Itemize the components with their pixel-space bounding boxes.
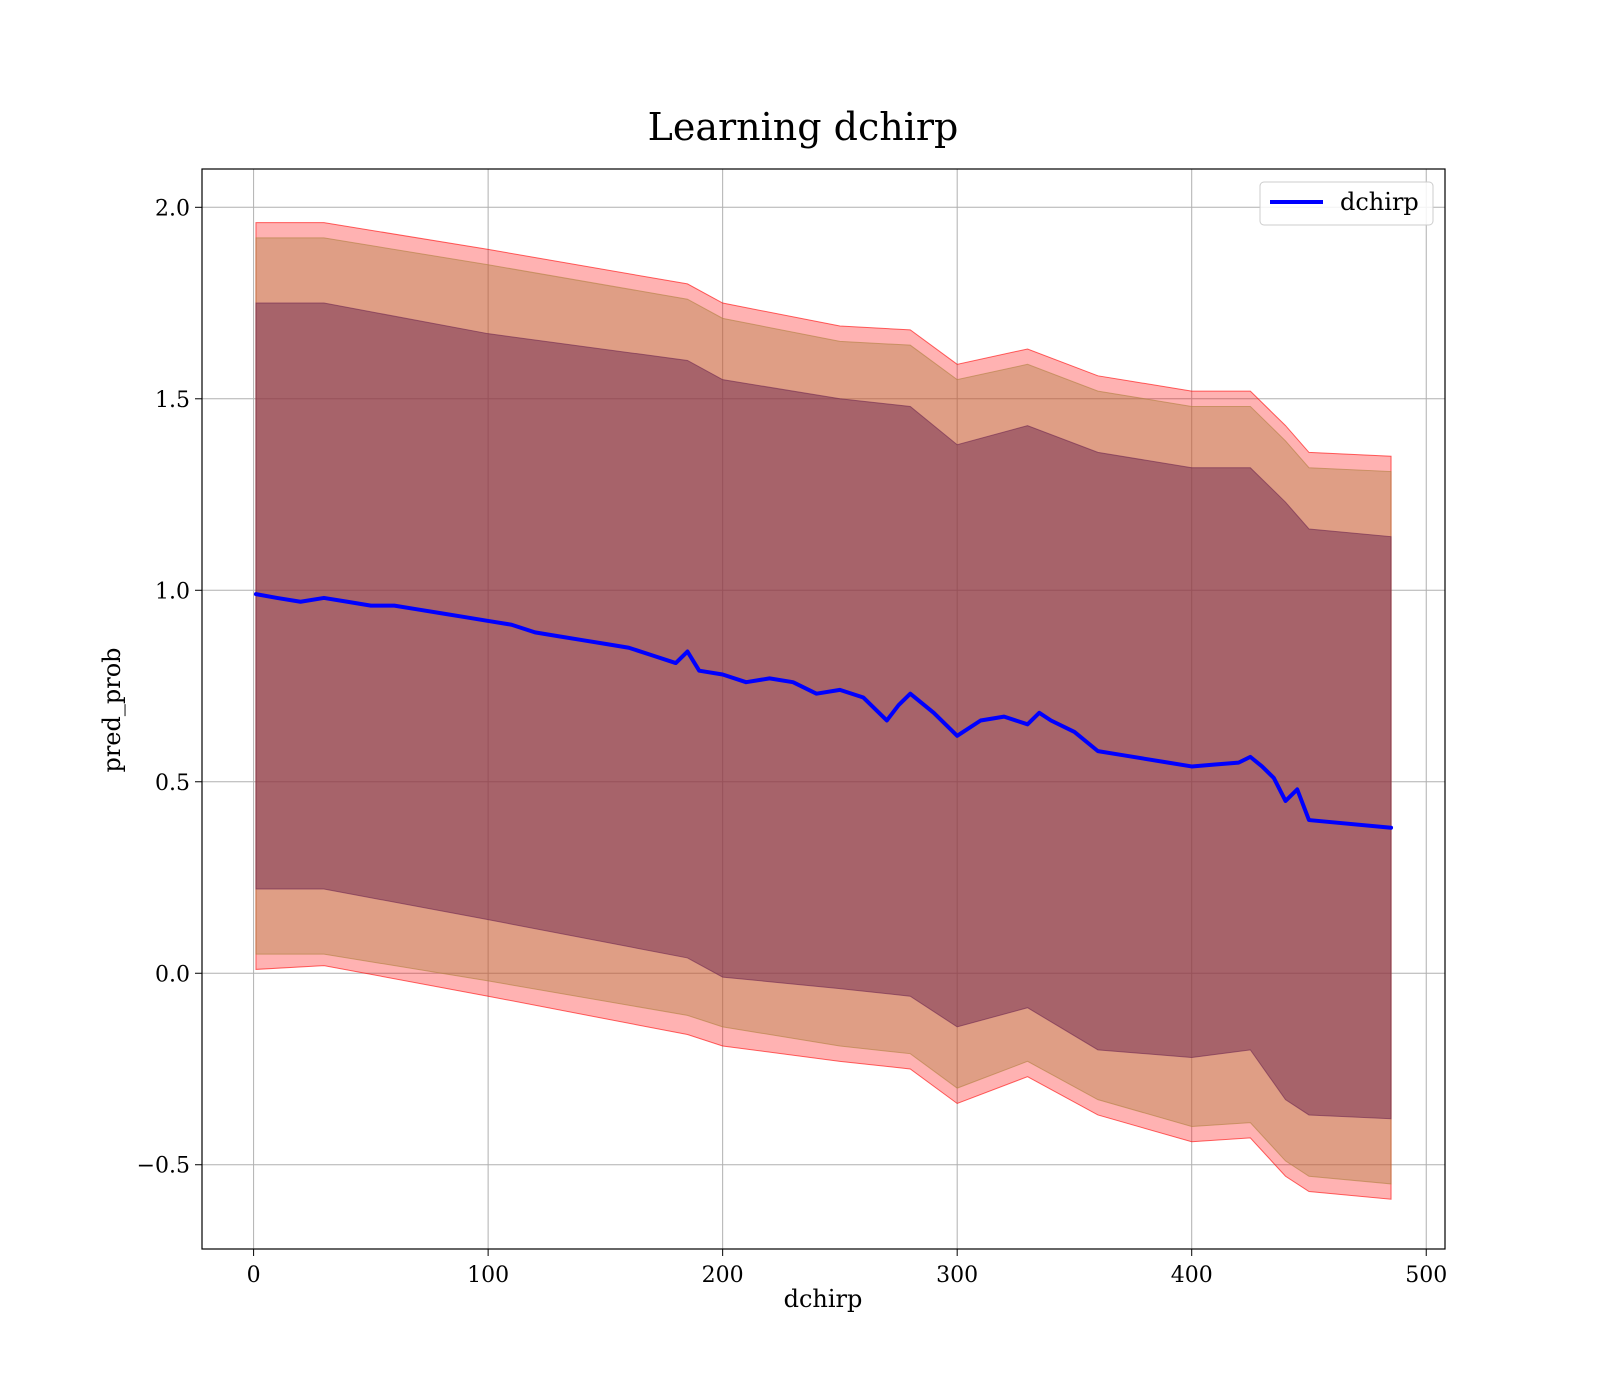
y-tick-label: 1.0: [155, 579, 190, 604]
x-tick-label: 500: [1405, 1263, 1447, 1288]
y-tick-label: 1.5: [155, 388, 190, 413]
series-line-dchirp: [253, 592, 1394, 830]
x-tick-label: 300: [936, 1263, 978, 1288]
x-axis-label: dchirp: [784, 1285, 863, 1313]
y-tick-label: 2.0: [155, 196, 190, 221]
plot-area: [201, 168, 1446, 1250]
y-tick-label: −0.5: [137, 1154, 190, 1179]
chart-title: Learning dchirp: [648, 105, 959, 149]
x-tick-label: 200: [702, 1263, 744, 1288]
x-tick-label: 100: [467, 1263, 509, 1288]
legend-box: [1259, 181, 1434, 226]
confidence-bands: [255, 222, 1392, 1200]
series-lines: [253, 592, 1394, 830]
x-axis-ticks: 0 100 200 300 400 500: [247, 1249, 1447, 1288]
legend: dchirp: [1259, 181, 1434, 226]
legend-label-dchirp: dchirp: [1340, 188, 1419, 216]
y-tick-label: 0.5: [155, 771, 190, 796]
inner-band: [255, 302, 1392, 1120]
y-tick-label: 0.0: [155, 962, 190, 987]
y-axis-ticks: −0.5 0.0 0.5 1.0 1.5 2.0: [137, 196, 202, 1179]
y-axis-label: pred_prob: [98, 647, 126, 772]
x-tick-label: 400: [1171, 1263, 1213, 1288]
x-tick-label: 0: [247, 1263, 261, 1288]
plot-frame: [201, 168, 1446, 1250]
